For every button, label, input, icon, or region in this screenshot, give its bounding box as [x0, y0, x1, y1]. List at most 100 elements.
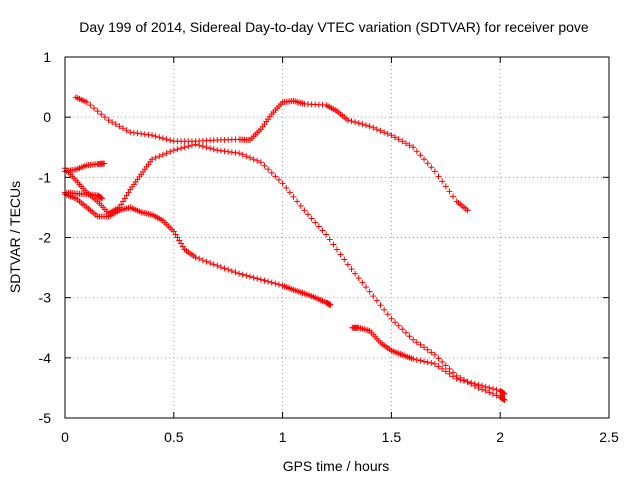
data-point [355, 120, 362, 127]
data-point [500, 396, 507, 403]
data-point [493, 386, 500, 393]
series-track-f [349, 324, 508, 397]
y-tick-label: -2 [39, 230, 52, 246]
data-point [297, 202, 304, 209]
data-point [236, 150, 243, 157]
data-series [62, 94, 508, 403]
y-tick-label: -1 [39, 169, 52, 185]
data-point [109, 119, 116, 126]
data-point [406, 333, 413, 340]
data-point [373, 126, 380, 133]
data-point [428, 164, 435, 171]
data-point [152, 154, 159, 161]
data-point [203, 144, 210, 151]
data-point [424, 160, 431, 167]
data-point [149, 156, 156, 163]
grid [65, 57, 609, 418]
y-tick-label: 0 [43, 109, 51, 125]
data-point [268, 279, 275, 286]
data-point [464, 207, 471, 214]
data-point [312, 219, 319, 226]
data-point [265, 278, 272, 285]
data-point [123, 192, 130, 199]
data-point [363, 122, 370, 129]
data-point [174, 146, 181, 153]
data-point [315, 223, 322, 230]
data-point [134, 130, 141, 137]
data-point [341, 256, 348, 263]
data-point [366, 123, 373, 130]
data-point [424, 359, 431, 366]
data-point [501, 396, 508, 403]
data-point [118, 201, 125, 208]
data-point [417, 152, 424, 159]
data-point [196, 255, 203, 262]
x-tick-label: 1.5 [382, 429, 402, 445]
data-point [203, 258, 210, 265]
data-point [159, 135, 166, 142]
data-point [399, 138, 406, 145]
data-point [500, 390, 507, 397]
data-point [170, 147, 177, 154]
data-point [127, 129, 134, 136]
data-point [493, 392, 500, 399]
data-point [217, 147, 224, 154]
data-point [355, 275, 362, 282]
data-point [337, 251, 344, 258]
data-point [163, 150, 170, 157]
data-point [167, 137, 174, 144]
data-point [163, 136, 170, 143]
data-point [225, 148, 232, 155]
data-point [207, 145, 214, 152]
data-point [236, 270, 243, 277]
data-point [156, 153, 163, 160]
data-point [501, 390, 508, 397]
data-point [272, 173, 279, 180]
data-point [181, 144, 188, 151]
data-point [370, 293, 377, 300]
data-point [138, 130, 145, 137]
data-point [417, 341, 424, 348]
data-point [471, 380, 478, 387]
data-point [439, 178, 446, 185]
data-point [167, 148, 174, 155]
data-point [402, 329, 409, 336]
x-tick-label: 0 [61, 429, 69, 445]
data-point [402, 140, 409, 147]
data-point [123, 127, 130, 134]
data-point [243, 272, 250, 279]
data-point [381, 129, 388, 136]
data-point [275, 281, 282, 288]
data-point [275, 176, 282, 183]
data-point [116, 123, 123, 130]
data-point [101, 114, 108, 121]
data-point [319, 227, 326, 234]
data-point [428, 360, 435, 367]
data-point [308, 215, 315, 222]
data-point [421, 156, 428, 163]
x-tick-label: 1 [279, 429, 287, 445]
data-point [283, 184, 290, 191]
data-point [334, 246, 340, 253]
data-point [210, 261, 217, 268]
data-point [439, 358, 446, 365]
data-point [246, 273, 253, 280]
data-point [272, 280, 279, 287]
series-track-e [62, 189, 105, 202]
data-point [221, 265, 228, 272]
x-tick-label: 2 [496, 429, 504, 445]
data-point [489, 385, 496, 392]
data-point [254, 157, 261, 164]
data-point [330, 241, 337, 248]
data-point [261, 277, 268, 284]
y-tick-label: -5 [39, 410, 52, 426]
data-point [377, 302, 384, 309]
data-point [366, 288, 373, 295]
data-point [239, 151, 246, 158]
data-point [257, 276, 264, 283]
data-point [468, 379, 475, 386]
data-point [327, 301, 334, 308]
data-point [225, 266, 232, 273]
